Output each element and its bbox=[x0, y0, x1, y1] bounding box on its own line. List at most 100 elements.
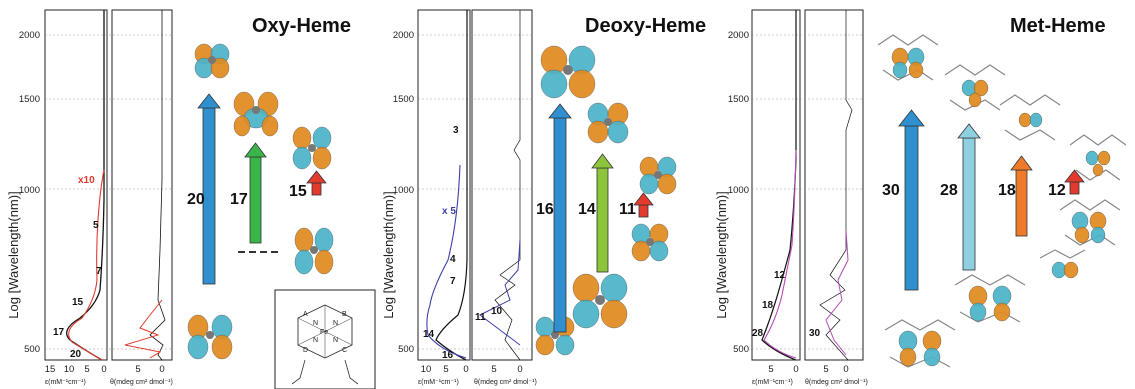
deoxy-orbital-16 bbox=[540, 45, 596, 99]
svg-text:5: 5 bbox=[443, 364, 448, 375]
svg-text:5: 5 bbox=[84, 364, 89, 375]
oxy-arrow-20 bbox=[197, 93, 221, 285]
met-peak-28: 28 bbox=[752, 328, 764, 339]
oxy-cd-frame bbox=[111, 9, 173, 361]
oxy-arrow-17 bbox=[244, 142, 267, 244]
svg-text:2000: 2000 bbox=[728, 30, 749, 41]
svg-text:1000: 1000 bbox=[393, 185, 414, 196]
oxy-title: Oxy-Heme bbox=[252, 15, 351, 37]
deoxy-peak-14: 14 bbox=[423, 329, 435, 340]
met-peak-30: 30 bbox=[809, 328, 821, 339]
deoxy-panel: Log [Wavelength(nm)] 2000 1500 1000 500 … bbox=[381, 9, 706, 386]
svg-text:500: 500 bbox=[733, 344, 749, 355]
svg-text:5: 5 bbox=[491, 364, 496, 375]
svg-text:N: N bbox=[333, 337, 338, 344]
svg-text:5: 5 bbox=[768, 364, 773, 375]
svg-text:N: N bbox=[333, 320, 338, 327]
svg-text:N: N bbox=[313, 337, 318, 344]
met-transition-12: 12 bbox=[1048, 182, 1066, 199]
deoxy-peak-11: 11 bbox=[475, 312, 486, 323]
met-orbital-ground bbox=[884, 319, 956, 368]
svg-text:500: 500 bbox=[398, 344, 414, 355]
deoxy-arrow-16 bbox=[548, 103, 572, 333]
svg-text:5: 5 bbox=[823, 364, 828, 375]
svg-text:B: B bbox=[342, 311, 347, 318]
met-abs-frame bbox=[751, 9, 801, 361]
deoxy-orbital-11 bbox=[639, 156, 677, 195]
svg-text:1500: 1500 bbox=[728, 94, 749, 105]
deoxy-peak-4: 4 bbox=[450, 254, 456, 265]
met-title: Met-Heme bbox=[1010, 15, 1106, 37]
oxy-orbital-17 bbox=[233, 91, 279, 137]
oxy-ytick-1500: 1500 bbox=[19, 94, 40, 105]
oxy-panel: Log [Wavelength(nm)] 2000 1500 1000 500 … bbox=[6, 9, 376, 389]
met-y-axis-label: Log [Wavelength(nm)] bbox=[714, 191, 729, 318]
oxy-peak-15: 15 bbox=[72, 297, 84, 308]
oxy-peak-5: 5 bbox=[93, 220, 99, 231]
oxy-transition-17: 17 bbox=[230, 191, 248, 208]
deoxy-arrow-11 bbox=[633, 192, 654, 218]
deoxy-orbital-mid-right bbox=[631, 223, 669, 262]
svg-text:0: 0 bbox=[793, 364, 798, 375]
met-cd-black-curve bbox=[819, 10, 853, 361]
met-arrow-30 bbox=[898, 109, 925, 291]
oxy-ytick-2000: 2000 bbox=[19, 30, 40, 41]
svg-text:0: 0 bbox=[159, 364, 164, 375]
svg-text:2000: 2000 bbox=[393, 30, 414, 41]
oxy-orbital-15 bbox=[292, 126, 332, 170]
oxy-abs-frame bbox=[44, 9, 108, 361]
met-arrow-12 bbox=[1064, 169, 1085, 195]
met-peak-18: 18 bbox=[762, 300, 774, 311]
deoxy-orbital-14 bbox=[587, 102, 629, 144]
met-transition-18: 18 bbox=[998, 182, 1016, 199]
svg-text:A: A bbox=[303, 311, 308, 318]
svg-text:10: 10 bbox=[64, 364, 75, 375]
met-panel: Log [Wavelength(nm)] 2000 1500 1000 500 … bbox=[714, 9, 1127, 386]
met-abs-black-curve bbox=[761, 10, 797, 361]
oxy-orbital-lower-right bbox=[294, 227, 334, 275]
oxy-abs-red-curve bbox=[68, 169, 105, 361]
oxy-scale-label: x10 bbox=[78, 175, 95, 186]
svg-text:ε(mM⁻¹cm⁻¹): ε(mM⁻¹cm⁻¹) bbox=[752, 379, 793, 386]
deoxy-arrow-14 bbox=[591, 153, 614, 273]
met-transition-30: 30 bbox=[882, 182, 900, 199]
deoxy-peak-3: 3 bbox=[453, 125, 459, 136]
met-transition-28: 28 bbox=[940, 182, 958, 199]
oxy-peak-7: 7 bbox=[96, 266, 102, 277]
svg-text:C: C bbox=[342, 347, 347, 354]
met-orbital-18 bbox=[999, 94, 1061, 141]
deoxy-peak-16: 16 bbox=[442, 350, 454, 361]
oxy-orbital-20 bbox=[194, 43, 230, 79]
met-orbital-12 bbox=[1069, 134, 1127, 181]
oxy-peak-17: 17 bbox=[53, 327, 65, 338]
svg-text:5: 5 bbox=[135, 364, 140, 375]
svg-text:0: 0 bbox=[517, 364, 522, 375]
met-peak-12: 12 bbox=[774, 270, 786, 281]
oxy-theta-label: θ(mdeg cm² dmol⁻¹) bbox=[110, 379, 173, 386]
met-cd-mag-curve bbox=[825, 229, 849, 356]
met-orbital-mid bbox=[1059, 199, 1121, 246]
met-orbital-30 bbox=[877, 34, 939, 81]
svg-text:0: 0 bbox=[101, 364, 106, 375]
oxy-peak-20: 20 bbox=[70, 349, 82, 360]
oxy-ytick-1000: 1000 bbox=[19, 185, 40, 196]
deoxy-cd-black-curve bbox=[494, 10, 521, 361]
deoxy-orbital-lower bbox=[572, 273, 628, 329]
svg-text:0: 0 bbox=[843, 364, 848, 375]
svg-text:ε(mM⁻¹cm⁻¹): ε(mM⁻¹cm⁻¹) bbox=[418, 379, 459, 386]
svg-text:1000: 1000 bbox=[728, 185, 749, 196]
svg-text:0: 0 bbox=[463, 364, 468, 375]
deoxy-transition-11: 11 bbox=[619, 201, 636, 218]
svg-text:θ(mdeg cm² dmol⁻¹): θ(mdeg cm² dmol⁻¹) bbox=[805, 379, 868, 386]
met-orbital-28 bbox=[944, 64, 1006, 111]
svg-text:15: 15 bbox=[45, 364, 56, 375]
svg-text:N: N bbox=[313, 320, 318, 327]
porphyrin-structure: A B C D N N N N Fe bbox=[274, 289, 376, 389]
oxy-y-axis-label: Log [Wavelength(nm)] bbox=[6, 191, 21, 318]
oxy-orbital-ground bbox=[187, 314, 233, 360]
met-orbital-right bbox=[1039, 249, 1086, 279]
deoxy-cd-blue-curve bbox=[479, 239, 521, 346]
oxy-arrow-15 bbox=[306, 170, 327, 196]
deoxy-abs-black-curve bbox=[435, 10, 468, 361]
